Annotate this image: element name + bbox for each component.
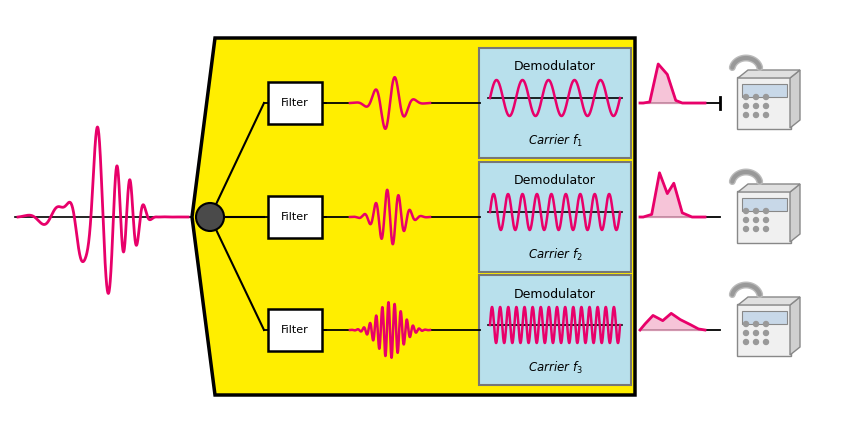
- Polygon shape: [790, 184, 800, 242]
- Circle shape: [744, 103, 749, 109]
- Text: Demodulator: Demodulator: [514, 288, 596, 301]
- Text: Carrier $f_1$: Carrier $f_1$: [528, 133, 582, 149]
- Circle shape: [754, 94, 759, 100]
- Circle shape: [764, 113, 769, 117]
- Text: Filter: Filter: [281, 212, 309, 222]
- FancyBboxPatch shape: [268, 82, 322, 124]
- Polygon shape: [738, 70, 800, 78]
- Text: Demodulator: Demodulator: [514, 61, 596, 74]
- FancyBboxPatch shape: [742, 197, 787, 210]
- Circle shape: [744, 226, 749, 232]
- Circle shape: [744, 209, 749, 213]
- Polygon shape: [192, 38, 635, 395]
- Circle shape: [764, 217, 769, 223]
- FancyBboxPatch shape: [737, 304, 791, 356]
- Circle shape: [764, 209, 769, 213]
- FancyBboxPatch shape: [479, 162, 631, 272]
- FancyBboxPatch shape: [742, 84, 787, 97]
- FancyBboxPatch shape: [479, 275, 631, 385]
- Circle shape: [754, 321, 759, 326]
- Polygon shape: [790, 297, 800, 355]
- Circle shape: [754, 209, 759, 213]
- Text: Demodulator: Demodulator: [514, 174, 596, 187]
- Polygon shape: [738, 184, 800, 192]
- FancyBboxPatch shape: [268, 196, 322, 238]
- FancyBboxPatch shape: [737, 77, 791, 129]
- Circle shape: [754, 217, 759, 223]
- Ellipse shape: [196, 203, 224, 231]
- Circle shape: [764, 226, 769, 232]
- Circle shape: [744, 113, 749, 117]
- Polygon shape: [790, 70, 800, 128]
- Circle shape: [764, 103, 769, 109]
- FancyBboxPatch shape: [479, 48, 631, 158]
- Polygon shape: [738, 297, 800, 305]
- FancyBboxPatch shape: [742, 310, 787, 323]
- Circle shape: [764, 321, 769, 326]
- Text: Filter: Filter: [281, 325, 309, 335]
- Text: Carrier $f_3$: Carrier $f_3$: [528, 360, 582, 376]
- Circle shape: [754, 330, 759, 336]
- Circle shape: [744, 330, 749, 336]
- Circle shape: [744, 217, 749, 223]
- Circle shape: [754, 103, 759, 109]
- Circle shape: [754, 113, 759, 117]
- FancyBboxPatch shape: [737, 191, 791, 243]
- Circle shape: [744, 339, 749, 345]
- Circle shape: [764, 339, 769, 345]
- Text: Filter: Filter: [281, 98, 309, 108]
- Circle shape: [754, 339, 759, 345]
- Circle shape: [764, 330, 769, 336]
- Circle shape: [744, 321, 749, 326]
- Text: Carrier $f_2$: Carrier $f_2$: [528, 247, 582, 263]
- Circle shape: [754, 226, 759, 232]
- Circle shape: [744, 94, 749, 100]
- FancyBboxPatch shape: [268, 309, 322, 351]
- Circle shape: [764, 94, 769, 100]
